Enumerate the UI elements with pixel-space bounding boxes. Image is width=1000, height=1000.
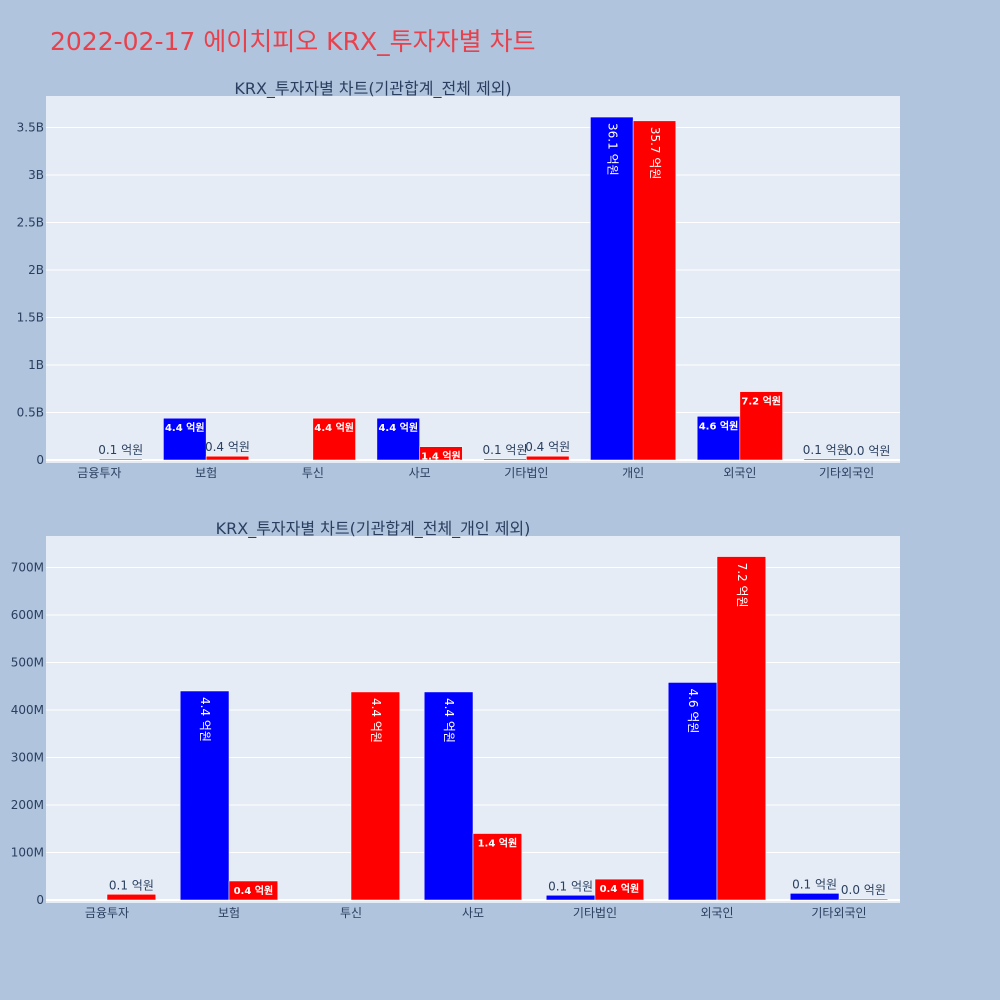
bar <box>632 120 677 461</box>
x-tick-label: 기타법인 <box>573 906 617 920</box>
chart-bottom: KRX_투자자별 차트(기관합계_전체_개인 제외) 0 100M 200M 300M 4… <box>11 519 900 920</box>
x-tick-label: 기타법인 <box>504 466 548 480</box>
data-label: 0.1 억원 <box>792 877 837 891</box>
y-tick-label: 300M <box>11 751 44 765</box>
bar <box>179 690 230 901</box>
bar <box>376 417 420 461</box>
data-label: 0.4 억원 <box>525 440 570 454</box>
bar <box>696 416 741 461</box>
data-label: 4.4 억원 <box>314 421 354 434</box>
data-label: 4.6 억원 <box>699 419 739 432</box>
bar <box>423 691 474 901</box>
y-tick-label: 2.5B <box>17 216 44 230</box>
x-tick-label: 투신 <box>340 906 362 920</box>
y-tick-label: 100M <box>11 846 44 860</box>
bar <box>739 391 783 461</box>
page-title: 2022-02-17 에이치피오 KRX_투자자별 차트 <box>50 27 536 56</box>
data-label: 0.1 억원 <box>483 443 528 457</box>
y-tick-label: 0.5B <box>17 406 44 420</box>
x-tick-label: 사모 <box>409 466 431 480</box>
y-tick-label: 2B <box>28 263 44 277</box>
x-tick-label: 기타외국인 <box>819 466 874 480</box>
bar <box>716 556 767 901</box>
y-tick-label: 3.5B <box>17 121 44 135</box>
bar <box>419 446 463 461</box>
data-label: 7.2 억원 <box>741 395 781 408</box>
x-tick-label: 보험 <box>195 466 217 480</box>
x-tick-label: 금융투자 <box>77 466 121 480</box>
y-tick-label: 500M <box>11 656 44 670</box>
bar <box>526 455 570 461</box>
data-label: 0.1 억원 <box>109 878 154 892</box>
bar <box>594 878 645 901</box>
bar <box>789 893 840 901</box>
y-tick-label: 200M <box>11 798 44 812</box>
bar <box>99 458 143 461</box>
data-label: 4.6 억원 <box>686 688 700 733</box>
bar <box>106 894 157 901</box>
x-tick-label: 투신 <box>302 466 324 480</box>
data-label: 0.1 억원 <box>98 443 143 457</box>
data-label: 35.7 억원 <box>648 127 662 180</box>
data-label: 0.1 억원 <box>803 443 848 457</box>
x-tick-label: 사모 <box>462 906 484 920</box>
x-tick-label: 보험 <box>218 906 240 920</box>
bar <box>228 880 279 901</box>
x-tick-label: 금융투자 <box>85 906 129 920</box>
x-tick-label: 기타외국인 <box>811 906 866 920</box>
bar <box>838 898 889 901</box>
bar <box>350 691 401 901</box>
chart-top: KRX_투자자별 차트(기관합계_전체 제외) 0 0.5B 1B 1.5B 2B 2.5B… <box>17 79 900 480</box>
y-tick-label: 0 <box>36 453 44 467</box>
data-label: 0.0 억원 <box>841 883 886 897</box>
bar <box>803 458 847 461</box>
bar <box>472 833 523 901</box>
y-tick-label: 0 <box>36 893 44 907</box>
data-label: 1.4 억원 <box>478 837 518 850</box>
bar <box>163 417 207 461</box>
x-tick-label: 외국인 <box>723 466 756 480</box>
data-label: 4.4 억원 <box>378 421 418 434</box>
data-label: 0.1 억원 <box>548 879 593 893</box>
y-tick-label: 3B <box>28 168 44 182</box>
bar <box>205 455 250 461</box>
chart-title: KRX_투자자별 차트(기관합계_전체_개인 제외) <box>216 519 531 539</box>
x-tick-label: 외국인 <box>700 906 733 920</box>
y-tick-label: 1B <box>28 358 44 372</box>
data-label: 7.2 억원 <box>735 563 749 608</box>
bar <box>312 417 356 461</box>
y-tick-label: 400M <box>11 703 44 717</box>
y-tick-label: 700M <box>11 561 44 575</box>
bar <box>483 458 527 461</box>
bar <box>667 682 718 901</box>
data-label: 4.4 억원 <box>442 698 456 743</box>
data-label: 1.4 억원 <box>421 450 461 463</box>
data-label: 4.4 억원 <box>198 697 212 742</box>
data-label: 0.4 억원 <box>205 440 250 454</box>
data-label: 0.4 억원 <box>600 882 640 895</box>
data-label: 4.4 억원 <box>369 698 383 743</box>
y-tick-label: 600M <box>11 608 44 622</box>
bar <box>545 895 596 901</box>
data-label: 0.0 억원 <box>845 444 890 458</box>
chart-title: KRX_투자자별 차트(기관합계_전체 제외) <box>234 79 511 99</box>
data-label: 4.4 억원 <box>165 421 205 434</box>
data-label: 36.1 억원 <box>605 123 619 176</box>
y-tick-label: 1.5B <box>17 311 44 325</box>
data-label: 0.4 억원 <box>234 884 274 897</box>
x-tick-label: 개인 <box>622 466 644 480</box>
